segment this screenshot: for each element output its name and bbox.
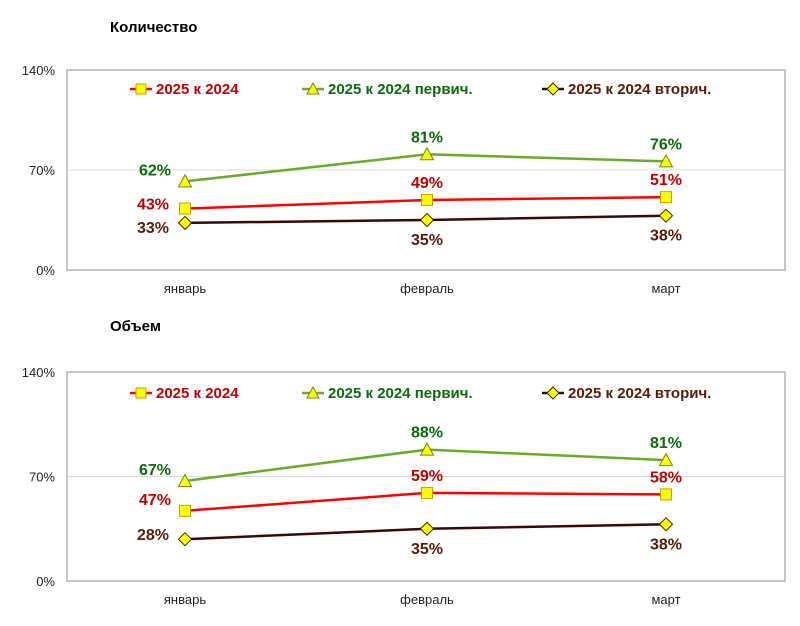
data-label: 35% [411,232,443,249]
chart-title: Объем [110,318,161,335]
data-point [658,452,674,467]
legend-label: 2025 к 2024 [156,385,239,402]
data-point [419,442,435,456]
legend-item: 2025 к 2024 вторич. [542,81,711,98]
data-label: 38% [650,536,682,553]
data-point [177,473,193,487]
legend-marker [306,81,320,95]
data-label: 47% [139,492,171,509]
data-label: 51% [650,172,682,189]
data-point [177,531,193,547]
legend-marker [546,386,560,400]
data-label: 28% [137,527,169,544]
data-point [658,517,674,532]
series-2: 62% 81% 76% [139,129,682,188]
data-point [658,208,674,223]
legend-marker [135,83,147,95]
legend-marker [546,82,560,96]
x-tick-label: март [651,592,680,607]
y-tick-label: 0% [36,263,55,278]
series-1: 43% 49% 51% [137,172,682,215]
data-label: 43% [137,197,169,214]
y-tick-label: 70% [29,163,55,178]
data-label: 33% [137,220,169,237]
data-point [419,212,435,228]
chart-1: Количество 0% 70% 140% январь февраль март 2025… [22,19,786,296]
y-tick-label: 0% [36,574,55,589]
series-3: 28% 35% 38% [137,517,682,558]
legend-label: 2025 к 2024 [156,81,239,98]
x-tick-label: февраль [400,592,454,607]
legend-item: 2025 к 2024 [130,385,239,402]
data-label: 59% [411,468,443,485]
legend-item: 2025 к 2024 вторич. [542,385,711,402]
chart-2: Объем 0% 70% 140% январь февраль март 2025 к 20… [22,318,786,607]
legend-label: 2025 к 2024 первич. [328,385,473,402]
legend-label: 2025 к 2024 вторич. [568,81,711,98]
data-label: 81% [411,129,443,146]
data-label: 76% [650,136,682,153]
legend-label: 2025 к 2024 вторич. [568,385,711,402]
x-tick-label: январь [164,281,206,296]
data-point [177,215,193,231]
data-point [179,504,191,517]
data-point [660,191,672,204]
data-point [419,146,435,161]
data-label: 88% [411,425,443,442]
y-tick-label: 140% [22,365,56,380]
legend-marker [306,385,320,399]
data-point [421,486,433,499]
legend-item: 2025 к 2024 первич. [302,81,473,98]
data-label: 35% [411,541,443,558]
legend-label: 2025 к 2024 первич. [328,81,473,98]
y-tick-label: 140% [22,63,56,78]
chart-title: Количество [110,19,197,36]
data-label: 58% [650,469,682,486]
data-point [660,488,672,501]
data-point [177,173,193,188]
legend-marker [135,387,147,399]
data-label: 81% [650,435,682,452]
series-3: 33% 35% 38% [137,208,682,249]
y-tick-label: 70% [29,470,55,485]
data-label: 62% [139,162,171,179]
data-point [419,521,435,536]
data-point [658,153,674,168]
x-tick-label: январь [164,592,206,607]
x-tick-label: февраль [400,281,454,296]
data-label: 49% [411,175,443,192]
data-point [179,202,191,215]
series-2: 67% 88% 81% [139,425,682,487]
legend-item: 2025 к 2024 первич. [302,385,473,402]
data-label: 67% [139,462,171,479]
series-1: 47% 59% 58% [139,468,682,517]
legend-item: 2025 к 2024 [130,81,239,98]
data-point [421,194,433,206]
data-label: 38% [650,228,682,245]
x-tick-label: март [651,281,680,296]
